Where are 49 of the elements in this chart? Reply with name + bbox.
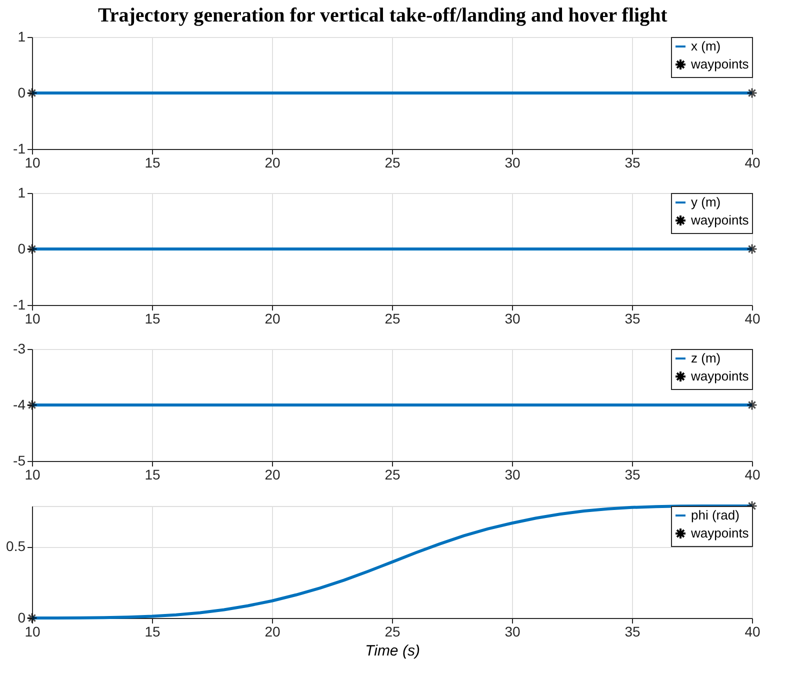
legend-label: phi (rad) bbox=[691, 508, 740, 522]
x-tick-label: 10 bbox=[24, 624, 40, 640]
x-axis-title: Time (s) bbox=[365, 642, 420, 660]
y-tick-label: 1 bbox=[18, 184, 26, 200]
x-tick-label: 35 bbox=[624, 624, 640, 640]
y-tick-label: -1 bbox=[13, 140, 26, 156]
chart-title: Trajectory generation for vertical take-off/landing and hover flight bbox=[98, 4, 668, 26]
x-tick-label: 30 bbox=[504, 154, 520, 170]
x-tick-label: 30 bbox=[504, 310, 520, 326]
x-tick-label: 30 bbox=[504, 466, 520, 482]
legend-label: waypoints bbox=[690, 368, 750, 384]
x-tick-label: 10 bbox=[24, 466, 40, 482]
x-tick-label: 40 bbox=[744, 466, 760, 482]
y-tick-label: -4 bbox=[13, 396, 26, 412]
y-tick-label: 0 bbox=[18, 610, 26, 626]
x-tick-label: 35 bbox=[624, 310, 640, 326]
legend-label: x (m) bbox=[691, 38, 721, 54]
x-tick-label: 35 bbox=[624, 154, 640, 170]
y-tick-label: 0 bbox=[18, 84, 26, 100]
legend-label: waypoints bbox=[690, 56, 750, 72]
x-tick-label: 30 bbox=[504, 624, 520, 640]
y-tick-label: -3 bbox=[13, 340, 26, 356]
x-tick-label: 15 bbox=[144, 624, 160, 640]
x-tick-label: 40 bbox=[744, 310, 760, 326]
x-tick-label: 10 bbox=[24, 154, 40, 170]
legend-label: z (m) bbox=[691, 350, 721, 366]
x-tick-label: 40 bbox=[744, 154, 760, 170]
x-tick-label: 15 bbox=[144, 466, 160, 482]
x-tick-label: 20 bbox=[264, 466, 280, 482]
y-tick-label: 1 bbox=[18, 28, 26, 44]
x-tick-label: 20 bbox=[264, 310, 280, 326]
y-tick-label: 0 bbox=[18, 240, 26, 256]
x-tick-label: 20 bbox=[264, 154, 280, 170]
x-tick-label: 25 bbox=[384, 310, 400, 326]
legend-label: y (m) bbox=[691, 194, 721, 210]
x-tick-label: 20 bbox=[264, 624, 280, 640]
x-tick-label: 25 bbox=[384, 624, 400, 640]
y-tick-label: -5 bbox=[13, 452, 26, 468]
x-tick-label: 35 bbox=[624, 466, 640, 482]
x-tick-label: 25 bbox=[384, 154, 400, 170]
y-tick-label: -1 bbox=[13, 296, 26, 312]
x-tick-label: 10 bbox=[24, 310, 40, 326]
legend-label: waypoints bbox=[690, 212, 750, 228]
y-tick-label: 0.5 bbox=[6, 538, 26, 554]
x-tick-label: 15 bbox=[144, 154, 160, 170]
x-tick-label: 15 bbox=[144, 310, 160, 326]
x-tick-label: 25 bbox=[384, 466, 400, 482]
x-tick-label: 40 bbox=[744, 624, 760, 640]
legend-label: waypoints bbox=[690, 526, 750, 540]
